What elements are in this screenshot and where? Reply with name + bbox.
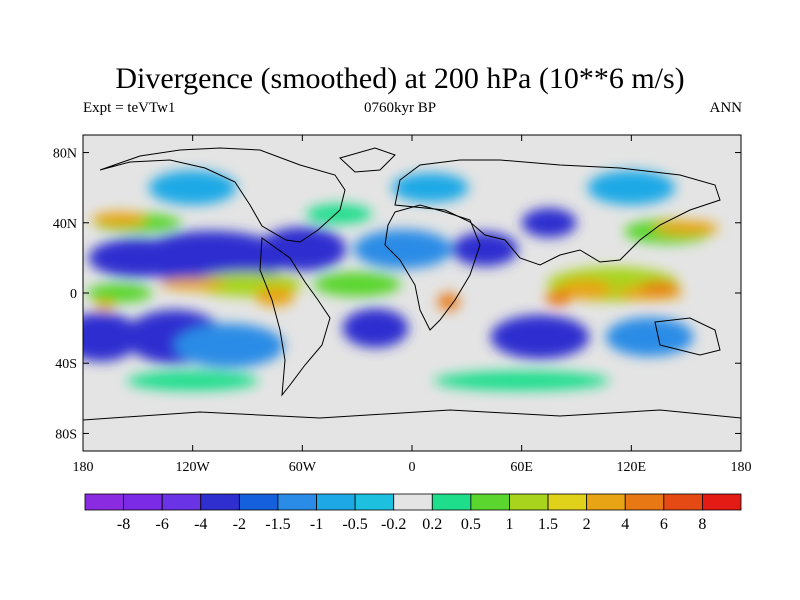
colorbar-swatch [354, 493, 395, 511]
colorbar-swatch [547, 493, 588, 511]
field-cell-27 [159, 278, 226, 291]
field-cell-9 [174, 323, 285, 368]
x-tick-label: 120E [617, 460, 647, 475]
x-tick-label: 60E [510, 460, 533, 475]
axis-ticks: 180 120W 60W 0 60E 120E 180 80N 40N 0 40S 80S [53, 135, 752, 475]
field-cell-30 [437, 293, 460, 311]
colorbar-swatch [316, 493, 356, 511]
field-cell-0 [83, 312, 140, 362]
divergence-field [83, 170, 720, 391]
y-tick-label: 80S [55, 427, 77, 442]
colorbar-swatch [161, 493, 202, 511]
time-label: 0760kyr BP [363, 100, 437, 116]
season-label: ANN [709, 100, 743, 116]
field-cell-17 [313, 271, 402, 297]
field-cell-24 [92, 211, 147, 227]
colorbar-label: 0.2 [422, 516, 442, 533]
colorbar-swatch [277, 493, 317, 511]
colorbar-swatch [200, 493, 240, 511]
colorbar-label: -1.5 [265, 516, 290, 533]
y-tick-label: 40N [53, 217, 77, 232]
field-cell-5 [342, 308, 409, 348]
field-cell-10 [353, 229, 453, 269]
colorbar-swatch [123, 493, 163, 511]
colorbar-label: -0.5 [342, 516, 367, 533]
x-tick-label: 60W [289, 460, 317, 475]
x-tick-label: 0 [409, 460, 416, 475]
field-cell-21 [305, 204, 372, 224]
experiment-label: Expt = teVTw1 [83, 100, 176, 116]
x-tick-label: 180 [731, 460, 752, 475]
field-cell-14 [587, 170, 676, 205]
field-cell-23 [433, 370, 610, 391]
field-cell-11 [605, 317, 694, 357]
colorbar-swatch [238, 493, 279, 511]
field-cell-8 [521, 208, 577, 238]
colorbar-label: 0.5 [461, 516, 481, 533]
x-tick-label: 120W [176, 460, 211, 475]
colorbar-swatch [84, 493, 124, 511]
field-cell-4 [258, 226, 347, 272]
y-tick-label: 0 [70, 287, 77, 302]
colorbar-label: 2 [583, 516, 591, 533]
colorbar-swatch [431, 493, 472, 511]
field-cell-25 [653, 220, 720, 236]
field-cell-13 [148, 170, 237, 205]
coastlines [83, 147, 741, 421]
colorbar-label: 6 [660, 516, 668, 533]
y-tick-label: 80N [53, 147, 77, 162]
colorbar-label: -1 [310, 516, 323, 533]
colorbar: -8 -6 -4 -2 -1.5 -1 -0.5 -0.2 0.2 0.5 1 1.5 2 4 6 8 [84, 493, 742, 533]
x-tick-label: 180 [73, 460, 94, 475]
field-cell-33 [93, 300, 116, 311]
field-cell-32 [639, 281, 679, 294]
colorbar-label: -0.2 [381, 516, 406, 533]
colorbar-label: -4 [194, 516, 207, 533]
colorbar-swatch [393, 493, 433, 511]
colorbar-swatch [624, 493, 665, 511]
colorbar-swatch [702, 493, 742, 511]
field-cell-15 [86, 283, 153, 303]
colorbar-label: 1.5 [538, 516, 558, 533]
field-cell-12 [391, 172, 469, 203]
field-cell-3 [88, 238, 188, 278]
colorbar-label: 8 [698, 516, 706, 533]
colorbar-swatch [509, 493, 549, 511]
field-cell-28 [558, 279, 614, 300]
colorbar-label: -2 [233, 516, 246, 533]
y-tick-label: 40S [55, 357, 77, 372]
field-cell-26 [255, 286, 295, 307]
field-cell-7 [452, 231, 519, 267]
chart-title: Divergence (smoothed) at 200 hPa (10**6 … [115, 62, 685, 95]
field-cell-31 [545, 290, 572, 306]
colorbar-label: 1 [505, 516, 513, 533]
colorbar-label: -8 [117, 516, 130, 533]
colorbar-swatch [663, 493, 703, 511]
colorbar-swatch [470, 493, 510, 511]
field-cell-22 [126, 370, 259, 391]
colorbar-label: 4 [621, 516, 629, 533]
field-cell-6 [490, 314, 590, 360]
colorbar-label: -6 [156, 516, 169, 533]
colorbar-swatch [586, 493, 626, 511]
